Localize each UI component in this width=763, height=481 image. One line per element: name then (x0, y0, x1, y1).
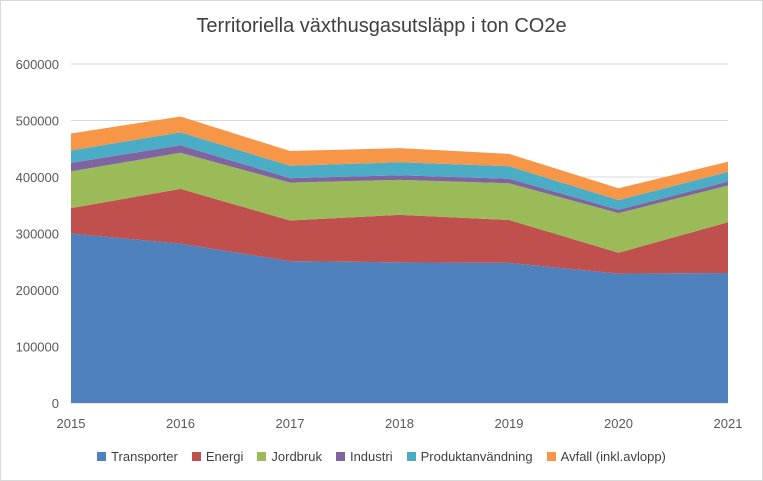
legend-label: Transporter (111, 449, 178, 464)
y-tick-label: 200000 (16, 283, 59, 298)
legend-item: Energi (191, 449, 244, 464)
y-tick-label: 300000 (16, 227, 59, 242)
area-produktanv-ndning (71, 132, 728, 210)
legend-swatch (191, 452, 201, 461)
y-tick-label: 100000 (16, 340, 59, 355)
x-tick-label: 2018 (385, 416, 414, 431)
legend-item: Produktanvändning (406, 449, 533, 464)
legend-item: Jordbruk (257, 449, 322, 464)
x-tick-label: 2015 (57, 416, 86, 431)
area-jordbruk (71, 152, 728, 253)
legend-swatch (335, 452, 345, 461)
legend-label: Avfall (inkl.avlopp) (560, 449, 666, 464)
legend-swatch (257, 452, 267, 461)
legend-swatch (97, 452, 107, 461)
legend-swatch (546, 452, 556, 461)
area-avfall-inkl-avlopp (71, 116, 728, 201)
x-tick-label: 2020 (604, 416, 633, 431)
series-areas (71, 116, 728, 403)
x-tick-label: 2016 (166, 416, 195, 431)
x-tick-label: 2019 (495, 416, 524, 431)
legend-item: Transporter (97, 449, 178, 464)
legend-label: Energi (205, 449, 244, 464)
chart-title: Territoriella växthusgasutsläpp i ton CO… (196, 15, 567, 37)
y-tick-label: 500000 (16, 114, 59, 129)
legend-label: Produktanvändning (420, 449, 533, 464)
area-transporter (71, 233, 728, 403)
legend-item: Avfall (inkl.avlopp) (546, 449, 666, 464)
legend-item: Industri (335, 449, 393, 464)
y-tick-label: 400000 (16, 170, 59, 185)
legend-label: Jordbruk (271, 449, 322, 464)
x-tick-label: 2021 (714, 416, 743, 431)
x-tick-label: 2017 (276, 416, 305, 431)
y-axis-labels: 0 100000 200000 300000 400000 500000 600000 (16, 57, 59, 411)
y-tick-label: 600000 (16, 57, 59, 72)
legend-label: Industri (349, 449, 393, 464)
legend: Transporter Energi Jordbruk Industri Produkt… (1, 449, 762, 464)
legend-swatch (406, 452, 416, 461)
area-energi (71, 188, 728, 274)
y-tick-label: 0 (52, 396, 59, 411)
area-industri (71, 145, 728, 214)
x-axis-labels: 2015 2016 2017 2018 2019 2020 2021 (57, 416, 743, 431)
